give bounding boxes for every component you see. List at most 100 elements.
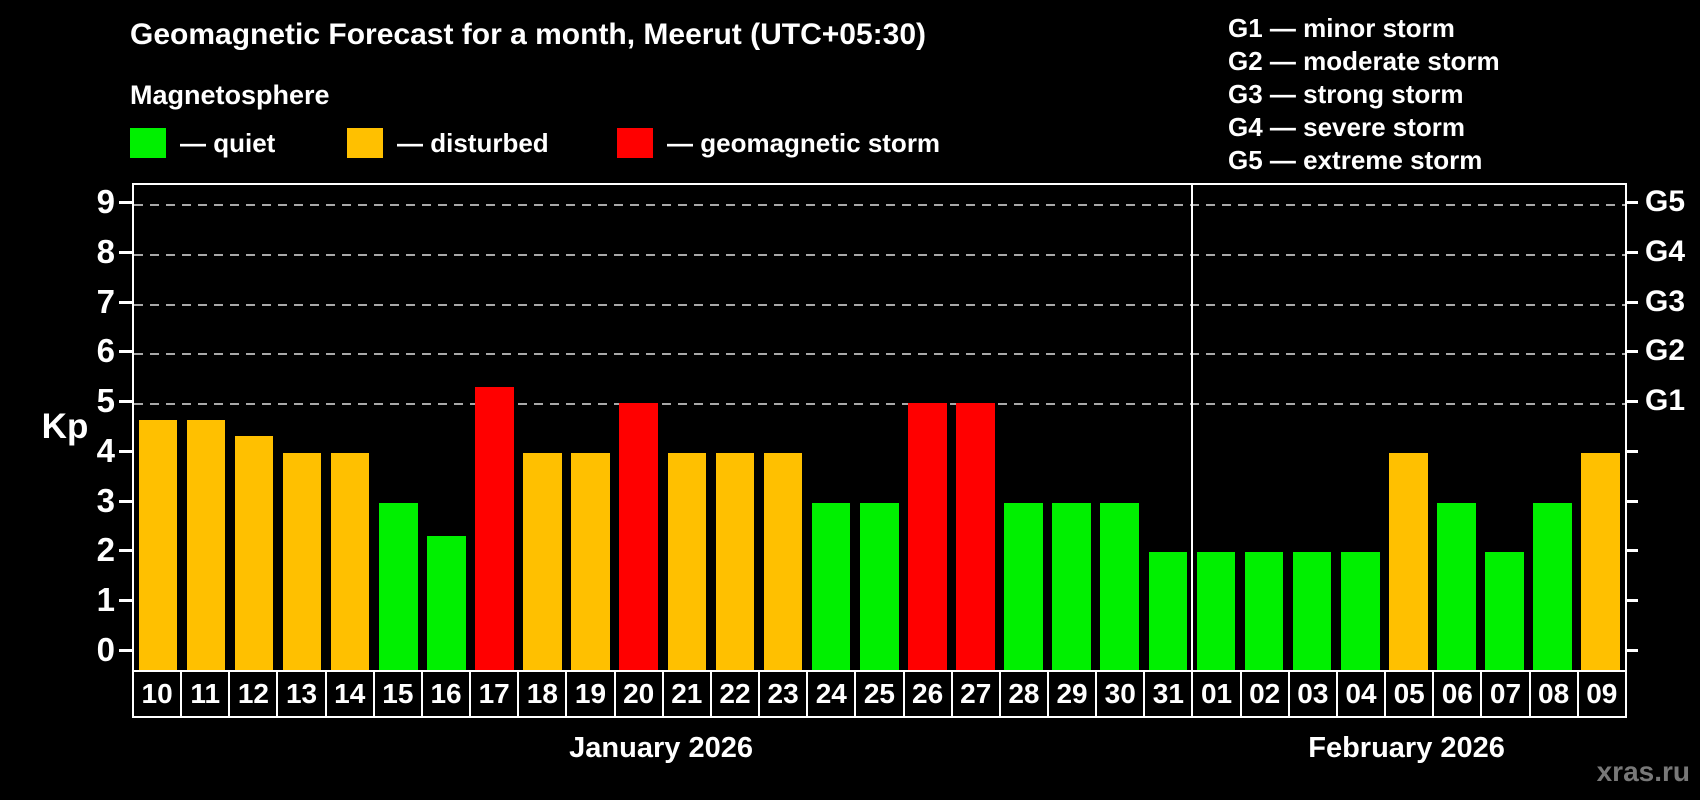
day-label-01: 01	[1191, 670, 1242, 718]
day-label-24: 24	[806, 670, 857, 718]
day-label-22: 22	[709, 670, 761, 718]
g-legend-line-g3: G3 — strong storm	[1228, 79, 1464, 109]
gridline-kp-9	[134, 203, 1625, 206]
day-label-13: 13	[276, 670, 327, 718]
month-label-february: February 2026	[1308, 732, 1505, 764]
left-tick-8	[119, 250, 132, 254]
g-tick-label-g5: G5	[1645, 184, 1686, 218]
kp-bar-day-04	[1340, 552, 1380, 670]
kp-bar-day-19	[571, 452, 610, 670]
left-tick-7	[119, 300, 132, 304]
g-tick-label-g4: G4	[1645, 234, 1686, 268]
day-label-05: 05	[1384, 670, 1435, 718]
right-tick-0	[1625, 649, 1638, 652]
kp-bar-day-15	[378, 502, 418, 670]
day-label-31: 31	[1143, 670, 1194, 718]
right-tick-6	[1625, 350, 1638, 354]
kp-bar-day-22	[715, 452, 755, 670]
chart-title: Geomagnetic Forecast for a month, Meerut…	[130, 18, 926, 51]
kp-bar-day-05	[1389, 452, 1428, 670]
day-label-07: 07	[1480, 670, 1531, 718]
day-label-20: 20	[613, 670, 664, 718]
day-label-12: 12	[228, 670, 279, 718]
right-tick-9	[1625, 200, 1638, 204]
y-tick-label-0: 0	[96, 631, 115, 668]
y-tick-label-2: 2	[96, 531, 115, 569]
kp-bar-day-06	[1437, 502, 1476, 670]
legend-item-disturbed: — disturbed	[347, 126, 549, 160]
quiet-swatch	[130, 128, 166, 158]
right-tick-3	[1625, 499, 1638, 503]
day-label-17: 17	[469, 670, 520, 718]
disturbed-swatch	[347, 128, 383, 158]
kp-bar-day-23	[763, 452, 803, 670]
watermark: xras.ru	[1596, 756, 1690, 787]
g-scale-legend: G1 — minor storm G2 — moderate storm G3 …	[1228, 12, 1500, 177]
kp-bar-day-21	[667, 452, 707, 670]
storm-swatch	[617, 128, 653, 158]
day-label-15: 15	[372, 670, 423, 718]
day-label-03: 03	[1287, 670, 1338, 718]
kp-bar-day-17	[475, 386, 514, 670]
left-tick-0	[119, 649, 132, 652]
kp-bar-day-29	[1052, 502, 1091, 670]
right-tick-8	[1625, 250, 1638, 254]
left-tick-4	[119, 449, 132, 453]
kp-bar-day-18	[523, 452, 562, 670]
y-tick-label-3: 3	[96, 481, 115, 519]
g-legend-line-g1: G1 — minor storm	[1228, 13, 1455, 43]
right-tick-7	[1625, 300, 1638, 304]
gridline-kp-8	[134, 253, 1625, 256]
right-tick-1	[1625, 599, 1638, 603]
g-legend-line-g5: G5 — extreme storm	[1228, 145, 1483, 175]
y-tick-label-6: 6	[96, 332, 115, 370]
g-tick-label-g3: G3	[1645, 284, 1686, 318]
legend-item-quiet: — quiet	[130, 126, 275, 160]
kp-bar-day-28	[1004, 502, 1043, 670]
month-separator-line	[1191, 185, 1194, 670]
day-label-29: 29	[1046, 670, 1098, 718]
left-tick-6	[119, 350, 132, 354]
kp-bar-day-25	[859, 502, 899, 670]
kp-bar-day-31	[1148, 552, 1188, 670]
kp-bar-day-09	[1581, 452, 1620, 670]
kp-bar-day-08	[1533, 502, 1572, 670]
g-tick-label-g1: G1	[1645, 384, 1686, 418]
plot-area	[132, 183, 1627, 672]
right-tick-4	[1625, 449, 1638, 453]
g-tick-label-g2: G2	[1645, 334, 1686, 368]
legend-label-storm: — geomagnetic storm	[667, 127, 941, 158]
day-label-11: 11	[180, 670, 231, 718]
kp-bar-day-13	[282, 452, 322, 670]
status-legend: — quiet — disturbed — geomagnetic storm	[0, 126, 1100, 160]
day-label-30: 30	[1095, 670, 1146, 718]
y-tick-label-9: 9	[96, 182, 115, 220]
day-label-23: 23	[758, 670, 809, 718]
day-label-27: 27	[950, 670, 1001, 718]
chart-subtitle: Magnetosphere	[130, 80, 330, 110]
left-tick-9	[119, 200, 132, 204]
left-tick-2	[119, 549, 132, 553]
kp-bar-day-01	[1196, 552, 1236, 670]
kp-bar-day-11	[186, 419, 226, 670]
kp-bar-day-30	[1100, 502, 1140, 670]
kp-bar-day-24	[811, 502, 851, 670]
day-label-10: 10	[132, 670, 183, 718]
kp-bar-day-07	[1485, 552, 1524, 670]
kp-bar-day-16	[427, 536, 466, 670]
day-label-28: 28	[998, 670, 1049, 718]
kp-bar-day-27	[956, 403, 995, 670]
left-tick-3	[119, 499, 132, 503]
day-label-21: 21	[661, 670, 712, 718]
gridline-kp-7	[134, 303, 1625, 306]
legend-item-storm: — geomagnetic storm	[617, 126, 940, 160]
kp-bar-day-26	[908, 403, 947, 670]
y-tick-label-8: 8	[96, 232, 115, 270]
y-tick-label-7: 7	[96, 282, 115, 320]
y-tick-label-5: 5	[96, 382, 115, 420]
day-label-04: 04	[1335, 670, 1387, 718]
kp-bar-day-12	[234, 436, 274, 670]
day-label-25: 25	[854, 670, 905, 718]
y-axis-label: Kp	[41, 407, 89, 446]
kp-bar-day-14	[330, 452, 370, 670]
